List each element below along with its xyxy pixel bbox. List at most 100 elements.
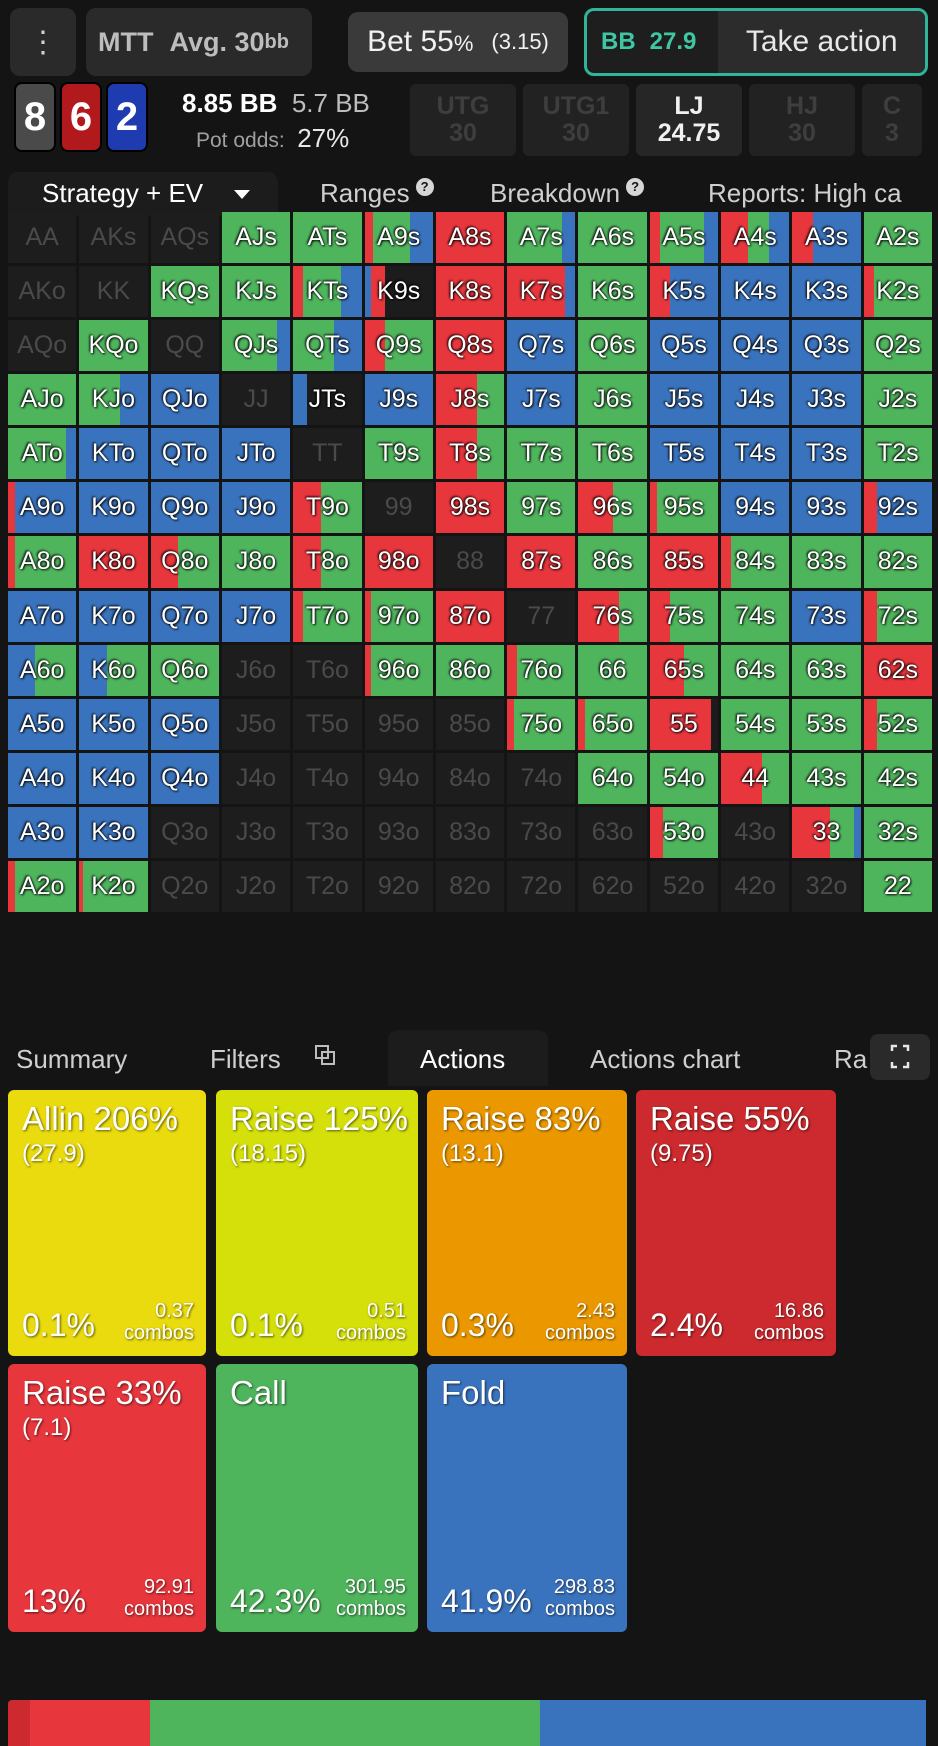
- hand-cell[interactable]: 96s: [578, 482, 647, 534]
- hand-cell[interactable]: 73s: [792, 590, 861, 642]
- tab-filters[interactable]: Filters: [210, 1044, 281, 1074]
- hand-cell[interactable]: 52s: [863, 698, 932, 750]
- hand-cell[interactable]: K7o: [79, 590, 148, 642]
- hand-cell[interactable]: T9o: [293, 482, 362, 534]
- hand-cell[interactable]: J5o: [221, 698, 291, 750]
- hand-cell[interactable]: 53o: [649, 806, 719, 858]
- hand-cell[interactable]: 64o: [578, 752, 647, 804]
- hand-cell[interactable]: KTs: [293, 266, 362, 318]
- hand-cell[interactable]: A2o: [8, 860, 77, 912]
- hand-cell[interactable]: QJs: [221, 320, 291, 372]
- hand-cell[interactable]: JJ: [221, 374, 291, 426]
- hand-cell[interactable]: J4s: [721, 374, 790, 426]
- hand-cell[interactable]: K6s: [578, 266, 647, 318]
- hand-cell[interactable]: Q7o: [150, 590, 219, 642]
- hand-cell[interactable]: A7s: [507, 212, 576, 264]
- hand-cell[interactable]: AKs: [79, 212, 148, 264]
- hand-cell[interactable]: Q4s: [721, 320, 790, 372]
- hand-cell[interactable]: 97s: [507, 482, 576, 534]
- hand-cell[interactable]: 53s: [792, 698, 861, 750]
- hand-cell[interactable]: A9s: [364, 212, 433, 264]
- menu-button[interactable]: ⋮: [10, 8, 76, 76]
- hand-cell[interactable]: 32o: [792, 860, 861, 912]
- hand-cell[interactable]: Q7s: [507, 320, 576, 372]
- hand-cell[interactable]: K7s: [507, 266, 576, 318]
- hand-cell[interactable]: 95s: [649, 482, 719, 534]
- hand-cell[interactable]: T5o: [293, 698, 362, 750]
- hand-cell[interactable]: AA: [8, 212, 77, 264]
- position-hj[interactable]: HJ 30: [749, 84, 855, 156]
- hand-cell[interactable]: 87s: [507, 536, 576, 588]
- hand-cell[interactable]: KQo: [79, 320, 148, 372]
- take-action-button[interactable]: Take action: [718, 11, 925, 73]
- hand-cell[interactable]: KJs: [221, 266, 291, 318]
- hand-cell[interactable]: QTo: [150, 428, 219, 480]
- tab-ranges[interactable]: Ranges?: [320, 178, 434, 209]
- hand-cell[interactable]: J7o: [221, 590, 291, 642]
- hand-cell[interactable]: QTs: [293, 320, 362, 372]
- take-action-panel[interactable]: BB 27.9 Take action: [584, 8, 928, 76]
- hand-cell[interactable]: T6o: [293, 644, 362, 696]
- hand-cell[interactable]: 82s: [863, 536, 932, 588]
- hand-cell[interactable]: Q8s: [435, 320, 505, 372]
- hand-cell[interactable]: 42o: [721, 860, 790, 912]
- hand-cell[interactable]: 82o: [435, 860, 505, 912]
- hand-cell[interactable]: KJo: [79, 374, 148, 426]
- hand-cell[interactable]: 63s: [792, 644, 861, 696]
- hand-cell[interactable]: AKo: [8, 266, 77, 318]
- hand-cell[interactable]: K3o: [79, 806, 148, 858]
- tournament-info[interactable]: MTT Avg. 30 bb: [86, 8, 312, 76]
- hand-cell[interactable]: J6o: [221, 644, 291, 696]
- tab-ra[interactable]: Ra: [834, 1044, 868, 1074]
- hand-cell[interactable]: 44: [721, 752, 790, 804]
- hand-cell[interactable]: 84o: [435, 752, 505, 804]
- tab-strategy-ev[interactable]: Strategy + EV: [8, 172, 278, 216]
- hand-cell[interactable]: 83s: [792, 536, 861, 588]
- hand-cell[interactable]: A6o: [8, 644, 77, 696]
- hand-cell[interactable]: Q5s: [649, 320, 719, 372]
- hand-cell[interactable]: T6s: [578, 428, 647, 480]
- hand-cell[interactable]: A4s: [721, 212, 790, 264]
- hand-cell[interactable]: J2s: [863, 374, 932, 426]
- hand-cell[interactable]: Q8o: [150, 536, 219, 588]
- action-tile[interactable]: Raise 83% (13.1) 0.3% 2.43 combos: [427, 1090, 627, 1356]
- hand-cell[interactable]: 65s: [649, 644, 719, 696]
- tab-breakdown[interactable]: Breakdown?: [490, 178, 645, 209]
- hand-cell[interactable]: 97o: [364, 590, 433, 642]
- hand-cell[interactable]: 86s: [578, 536, 647, 588]
- hand-cell[interactable]: T9s: [364, 428, 433, 480]
- hand-cell[interactable]: 99: [364, 482, 433, 534]
- hand-cell[interactable]: 43o: [721, 806, 790, 858]
- hand-cell[interactable]: A3o: [8, 806, 77, 858]
- action-tile[interactable]: Raise 55% (9.75) 2.4% 16.86 combos: [636, 1090, 836, 1356]
- hand-cell[interactable]: TT: [293, 428, 362, 480]
- hand-cell[interactable]: ATo: [8, 428, 77, 480]
- hand-cell[interactable]: T3o: [293, 806, 362, 858]
- hand-cell[interactable]: Q2s: [863, 320, 932, 372]
- hand-cell[interactable]: Q5o: [150, 698, 219, 750]
- hand-cell[interactable]: T2s: [863, 428, 932, 480]
- hand-cell[interactable]: QQ: [150, 320, 219, 372]
- hand-cell[interactable]: 85s: [649, 536, 719, 588]
- hand-cell[interactable]: 94s: [721, 482, 790, 534]
- tab-reports[interactable]: Reports: High ca: [708, 178, 902, 208]
- hand-cell[interactable]: 72s: [863, 590, 932, 642]
- hand-cell[interactable]: 63o: [578, 806, 647, 858]
- hand-cell[interactable]: K6o: [79, 644, 148, 696]
- hand-cell[interactable]: T4o: [293, 752, 362, 804]
- hand-cell[interactable]: 42s: [863, 752, 932, 804]
- hand-cell[interactable]: 32s: [863, 806, 932, 858]
- position-lj[interactable]: LJ 24.75: [636, 84, 742, 156]
- hand-cell[interactable]: K8o: [79, 536, 148, 588]
- hand-cell[interactable]: J8s: [435, 374, 505, 426]
- hand-cell[interactable]: 75s: [649, 590, 719, 642]
- hand-cell[interactable]: Q3s: [792, 320, 861, 372]
- hand-cell[interactable]: K2o: [79, 860, 148, 912]
- action-tile[interactable]: Allin 206% (27.9) 0.1% 0.37 combos: [8, 1090, 206, 1356]
- hand-cell[interactable]: 74s: [721, 590, 790, 642]
- tab-summary[interactable]: Summary: [16, 1044, 128, 1074]
- hand-cell[interactable]: QJo: [150, 374, 219, 426]
- action-tile[interactable]: Raise 33% (7.1) 13% 92.91 combos: [8, 1364, 206, 1632]
- hand-cell[interactable]: KTo: [79, 428, 148, 480]
- hand-cell[interactable]: AQo: [8, 320, 77, 372]
